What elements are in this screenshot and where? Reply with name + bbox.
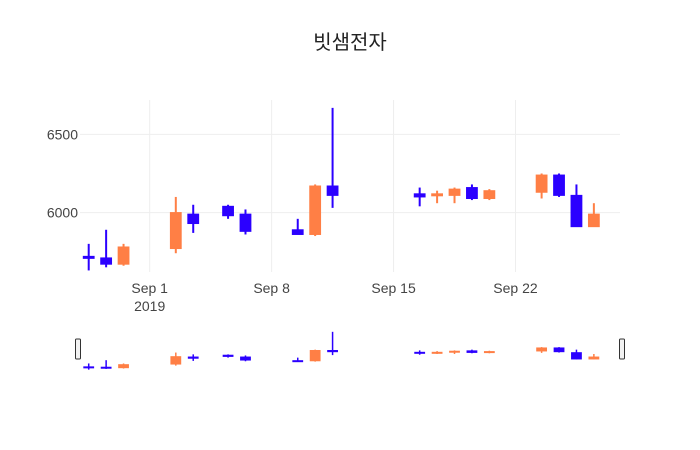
slider-candle-body <box>588 356 600 360</box>
candle-body <box>309 185 322 235</box>
slider-candle-body <box>553 347 565 353</box>
candle-body <box>187 213 200 225</box>
candle-body <box>82 255 95 259</box>
slider-candle-body <box>118 364 129 369</box>
x-tick-label: Sep 15 <box>371 280 416 296</box>
chart-title: 빗샘전자 <box>313 30 387 54</box>
candle-increasing <box>117 243 130 266</box>
candle-body <box>570 194 583 228</box>
slider-candle <box>414 350 426 355</box>
slider-candle <box>571 349 582 360</box>
slider-candle <box>466 349 478 354</box>
y-axis: 6000 6500 <box>47 126 78 220</box>
slider-candle-body <box>309 350 321 362</box>
range-slider[interactable] <box>75 331 625 370</box>
slider-candle-body <box>327 350 338 353</box>
candle-body <box>448 188 461 196</box>
candle-increasing <box>483 189 496 201</box>
slider-candle <box>83 363 95 370</box>
candle-decreasing <box>570 184 583 228</box>
candle-decreasing <box>82 243 95 271</box>
slider-candle <box>222 354 234 358</box>
slider-candle <box>118 363 129 369</box>
candle-decreasing <box>100 229 113 268</box>
candle-decreasing <box>239 209 252 235</box>
candle-decreasing <box>553 173 565 197</box>
candle-increasing <box>535 173 548 199</box>
candle-body <box>466 187 478 200</box>
candle-body <box>553 174 565 196</box>
slider-candle-body <box>100 366 112 369</box>
slider-candle-body <box>466 350 478 353</box>
slider-candle-body <box>187 356 199 359</box>
y-tick-label: 6500 <box>47 126 78 142</box>
slider-candle <box>449 350 460 354</box>
candle-body <box>431 193 443 197</box>
slider-candle <box>240 355 251 362</box>
candle-body <box>100 257 113 265</box>
slider-candle <box>292 357 304 363</box>
grid-lines <box>80 100 620 272</box>
candle-increasing <box>448 187 461 204</box>
candle-body <box>535 174 548 193</box>
candle-body <box>326 185 339 196</box>
slider-candle-body <box>170 356 182 365</box>
slider-candle <box>327 331 338 356</box>
slider-candle <box>536 347 548 353</box>
slider-candle <box>187 354 199 361</box>
slider-left-handle[interactable] <box>75 338 81 360</box>
slider-candle <box>588 354 600 360</box>
candle-decreasing <box>326 107 339 208</box>
slider-candle-body <box>536 347 548 352</box>
candle-decreasing <box>413 187 426 207</box>
candle-increasing <box>587 203 600 228</box>
candle-body <box>587 213 600 228</box>
candle-increasing <box>431 190 443 204</box>
candle-body <box>413 193 426 198</box>
candle-decreasing <box>222 204 234 219</box>
y-tick-label: 6000 <box>47 205 78 221</box>
x-tick-label: Sep 22 <box>493 280 538 296</box>
candle-decreasing <box>466 184 478 201</box>
candle-body <box>222 205 234 217</box>
slider-candle-body <box>222 354 234 357</box>
x-axis: Sep 1 2019 Sep 8 Sep 15 Sep 22 <box>131 280 538 314</box>
slider-candle-body <box>571 352 582 360</box>
x-tick-label: Sep 8 <box>253 280 290 296</box>
candle-body <box>117 246 130 265</box>
x-tick-label: Sep 1 <box>131 280 168 296</box>
slider-candle-body <box>431 351 443 354</box>
candles <box>82 107 600 271</box>
candle-body <box>483 190 496 200</box>
candle-body <box>239 213 252 232</box>
candle-body <box>291 229 304 235</box>
candle-increasing <box>309 184 322 237</box>
slider-candle-body <box>292 360 304 363</box>
slider-candle <box>553 347 565 353</box>
candle-decreasing <box>291 218 304 235</box>
x-tick-year-label: 2019 <box>134 298 165 314</box>
slider-candle-body <box>414 351 426 354</box>
slider-candle-body <box>483 351 495 354</box>
slider-candle <box>100 360 112 369</box>
slider-candle <box>431 351 443 354</box>
candle-body <box>169 212 182 250</box>
slider-candle-body <box>83 366 95 369</box>
slider-candle <box>483 350 495 354</box>
slider-candle-body <box>449 350 460 353</box>
candle-decreasing <box>187 204 200 233</box>
candle-increasing <box>169 196 182 254</box>
slider-candle-body <box>240 356 251 361</box>
slider-candle <box>170 352 182 366</box>
slider-candle <box>309 349 321 362</box>
slider-right-handle[interactable] <box>619 338 625 360</box>
